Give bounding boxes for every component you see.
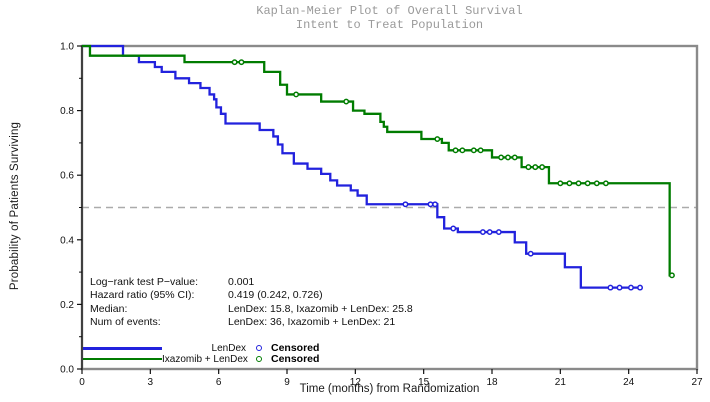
censor-marker (459, 147, 466, 154)
censor-marker (616, 284, 623, 291)
stat-value-hazard-ratio: 0.419 (0.242, 0.726) (228, 289, 323, 302)
y-axis-tick-label: 0.0 (60, 365, 74, 376)
x-axis-tick-label: 21 (555, 377, 567, 388)
stat-label-num-events: Num of events: (90, 316, 161, 329)
censor-marker (427, 201, 434, 208)
censor-marker (450, 225, 457, 232)
censor-marker (470, 147, 477, 154)
survival-curve-ixazomib-lendex (82, 44, 674, 277)
lendex-line-swatch (83, 347, 162, 350)
survival-curve-lendex (82, 44, 641, 289)
censor-marker (525, 164, 532, 171)
censor-marker (527, 250, 534, 257)
x-axis-tick-label: 18 (486, 377, 498, 388)
censor-marker (486, 229, 493, 235)
x-axis-tick-label: 3 (148, 377, 154, 388)
x-axis-label: Time (months) from Randomization (299, 383, 480, 395)
censored-marker-icon (256, 356, 262, 363)
x-axis-tick-label: 6 (216, 377, 222, 388)
censor-marker (231, 59, 238, 66)
censor-marker (343, 98, 350, 105)
x-axis-tick-label: 27 (691, 377, 703, 388)
censor-marker (575, 180, 582, 187)
stats-row-num-events: Num of events: LenDex: 36, Ixazomib + Len… (90, 316, 413, 329)
chart-subtitle: Intent to Treat Population (295, 18, 484, 32)
censor-marker (293, 91, 300, 98)
y-axis-tick-label: 0.8 (60, 106, 74, 117)
legend: LenDex Censored Ixazomib + LenDex Censor… (83, 342, 320, 366)
y-axis-tick-label: 0.6 (60, 171, 74, 182)
censor-marker (498, 154, 505, 161)
censor-marker (607, 284, 614, 291)
x-axis-tick-label: 9 (284, 377, 290, 388)
legend-label-ixazomib-lendex: Ixazomib + LenDex (162, 353, 248, 365)
x-axis-tick-label: 0 (79, 377, 85, 388)
censor-marker (627, 284, 634, 291)
y-axis-tick-label: 0.2 (60, 300, 74, 311)
censor-marker (452, 147, 459, 154)
censored-marker-icon (256, 345, 262, 352)
censor-marker (668, 272, 675, 279)
censor-marker (434, 136, 441, 142)
stat-value-num-events: LenDex: 36, Ixazomib + LenDex: 21 (228, 316, 396, 329)
chart-title: Kaplan-Meier Plot of Overall Survival (256, 4, 523, 18)
censor-marker (584, 180, 591, 187)
censor-marker (566, 180, 573, 187)
censor-marker (238, 59, 245, 66)
stats-annotation: Log−rank test P−value: 0.001 Hazard ratio… (90, 276, 413, 330)
legend-row-lendex: LenDex Censored (83, 342, 320, 355)
censor-marker (637, 284, 644, 291)
legend-row-ixazomib-lendex: Ixazomib + LenDex Censored (83, 353, 320, 366)
censor-marker (432, 201, 439, 208)
x-axis-tick-label: 15 (418, 377, 430, 388)
censor-marker (557, 180, 564, 187)
censor-marker (539, 164, 546, 171)
stat-value-median: LenDex: 15.8, Ixazomib + LenDex: 25.8 (228, 302, 413, 315)
censor-marker (402, 201, 409, 208)
censor-marker (477, 147, 484, 154)
stats-row-pvalue: Log−rank test P−value: 0.001 (90, 276, 413, 289)
censor-marker (495, 229, 502, 235)
censor-marker (504, 154, 511, 161)
x-axis-tick-label: 12 (350, 377, 362, 388)
stat-label-hazard-ratio: Hazard ratio (95% CI): (90, 289, 195, 302)
x-axis-tick-label: 24 (623, 377, 635, 388)
censor-marker (593, 180, 600, 187)
censor-marker (532, 164, 539, 171)
y-axis-tick-label: 1.0 (60, 42, 74, 53)
legend-censored-label-ixazomib-lendex: Censored (271, 353, 320, 366)
stats-row-median: Median: LenDex: 15.8, Ixazomib + LenDex: … (90, 303, 413, 316)
censor-marker (602, 180, 609, 187)
censor-marker (511, 154, 518, 161)
stat-label-median: Median: (90, 302, 128, 315)
y-axis-tick-label: 0.4 (60, 235, 74, 246)
y-axis-label: Probability of Patients Surviving (9, 121, 21, 291)
censor-marker (479, 229, 486, 235)
legend-label-lendex: LenDex (211, 342, 246, 354)
legend-censored-label-lendex: Censored (271, 342, 320, 355)
ixazomib-lendex-line-swatch (83, 357, 162, 361)
stats-row-hazard-ratio: Hazard ratio (95% CI): 0.419 (0.242, 0.72… (90, 289, 413, 302)
stat-value-pvalue: 0.001 (228, 276, 255, 288)
stat-label-pvalue: Log−rank test P−value: (90, 276, 198, 288)
